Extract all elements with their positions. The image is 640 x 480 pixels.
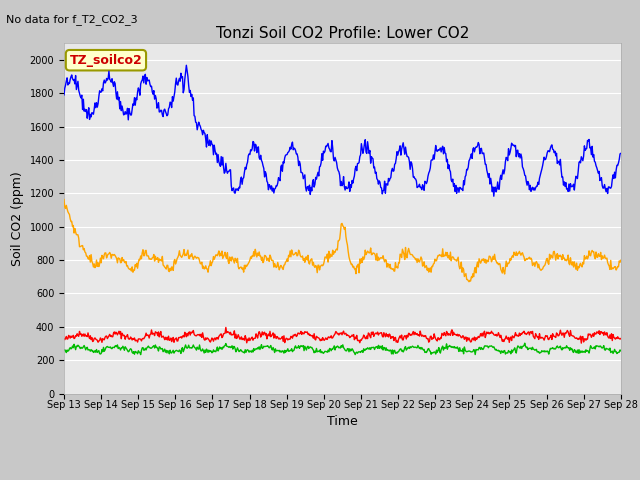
Y-axis label: Soil CO2 (ppm): Soil CO2 (ppm): [11, 171, 24, 266]
Text: No data for f_T2_CO2_3: No data for f_T2_CO2_3: [6, 14, 138, 25]
Title: Tonzi Soil CO2 Profile: Lower CO2: Tonzi Soil CO2 Profile: Lower CO2: [216, 25, 469, 41]
X-axis label: Time: Time: [327, 415, 358, 429]
Text: TZ_soilco2: TZ_soilco2: [70, 54, 142, 67]
